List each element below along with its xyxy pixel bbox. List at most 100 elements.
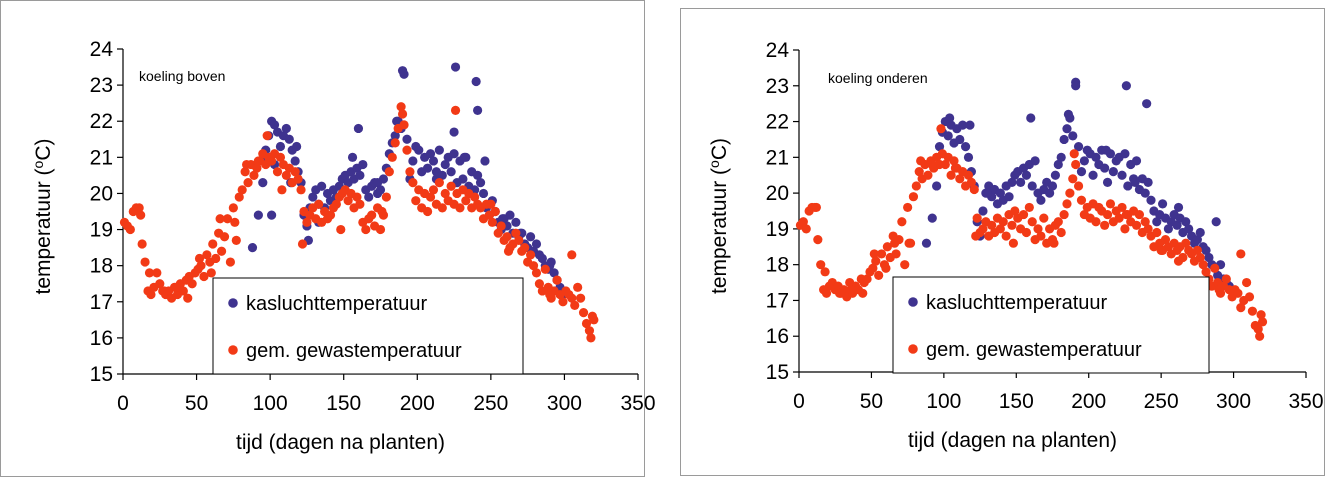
chart-annotation: koeling boven [139, 68, 225, 84]
data-point [364, 192, 374, 202]
data-point [1152, 227, 1162, 238]
data-point [367, 210, 377, 220]
data-point [869, 249, 879, 259]
data-point [576, 293, 586, 303]
data-point [1134, 209, 1145, 220]
data-point [136, 210, 146, 220]
data-point [545, 289, 555, 300]
data-point [921, 238, 932, 248]
data-point [965, 120, 975, 130]
data-point [549, 268, 559, 278]
data-point [934, 142, 945, 152]
data-point [262, 131, 272, 141]
data-point [1146, 195, 1156, 205]
data-point [1214, 285, 1224, 295]
data-point [258, 178, 268, 188]
data-point [202, 250, 212, 260]
data-point [390, 138, 400, 148]
data-point [1100, 220, 1110, 230]
data-point [434, 145, 444, 155]
data-point [801, 224, 811, 234]
data-point [1123, 181, 1133, 191]
data-point [1253, 324, 1263, 334]
y-tick-label: 17 [766, 289, 789, 312]
x-tick-label: 350 [620, 392, 655, 415]
data-point [215, 214, 225, 224]
legend-label: kasluchttemperatuur [246, 293, 428, 315]
y-tick-label: 21 [90, 146, 113, 169]
y-tick-label: 24 [90, 38, 114, 61]
data-point [1157, 199, 1168, 209]
data-point [1063, 109, 1074, 119]
data-point [589, 315, 599, 325]
legend-marker [908, 344, 918, 354]
data-point [493, 228, 503, 238]
data-point [904, 238, 914, 248]
data-point [267, 210, 277, 220]
y-tick-label: 23 [90, 74, 113, 97]
data-point [1192, 245, 1202, 255]
data-point [1143, 177, 1153, 187]
data-point [963, 170, 974, 180]
data-point [455, 203, 465, 213]
data-point [871, 256, 881, 266]
data-point [1121, 209, 1131, 220]
data-point [137, 239, 147, 249]
data-point [982, 188, 992, 198]
data-point [969, 184, 979, 195]
data-point [1195, 252, 1205, 263]
data-point [1143, 224, 1153, 234]
data-point [446, 167, 456, 177]
data-point [1131, 156, 1142, 166]
data-point [253, 156, 263, 166]
data-point [1016, 177, 1026, 187]
data-point [225, 257, 236, 267]
y-tick-label: 22 [90, 110, 113, 133]
data-point [525, 232, 536, 242]
data-point [355, 199, 365, 209]
data-point [978, 224, 988, 234]
data-point [187, 279, 197, 289]
data-point [125, 224, 135, 235]
data-point [923, 170, 933, 180]
data-point [194, 253, 205, 264]
data-point [390, 131, 400, 141]
data-point [1027, 181, 1037, 191]
data-point [253, 210, 263, 220]
legend-label: gem. gewastemperatuur [926, 339, 1142, 361]
data-point [531, 239, 542, 249]
data-point [1056, 152, 1066, 162]
data-point [402, 145, 412, 155]
data-point [891, 249, 901, 259]
data-point [1076, 167, 1087, 177]
y-axis-title: temperatuur (oC) [30, 138, 55, 294]
data-point [1100, 163, 1110, 173]
data-point [1076, 195, 1087, 205]
data-point [1120, 224, 1130, 234]
data-point [1108, 167, 1118, 177]
data-point [876, 249, 887, 259]
data-point [1062, 124, 1072, 134]
data-point [449, 149, 459, 159]
data-point [1091, 217, 1101, 227]
data-point [943, 131, 953, 141]
data-point [1101, 145, 1111, 155]
x-tick-label: 0 [117, 392, 129, 415]
data-point [868, 263, 878, 273]
data-point [234, 192, 244, 202]
x-axis-title: tijd (dagen na planten) [236, 431, 445, 454]
data-point [490, 206, 500, 217]
data-point [336, 224, 346, 235]
data-point [183, 293, 193, 303]
legend-box [892, 276, 1210, 374]
data-point [155, 279, 165, 289]
legend-label: gem. gewastemperatuur [246, 340, 462, 362]
y-tick-label: 23 [766, 75, 789, 98]
x-tick-label: 200 [1071, 390, 1106, 413]
data-point [955, 134, 965, 145]
data-point [1181, 217, 1191, 227]
data-point [249, 170, 259, 180]
data-point [525, 250, 536, 260]
data-point [911, 181, 921, 191]
data-point [858, 288, 868, 298]
